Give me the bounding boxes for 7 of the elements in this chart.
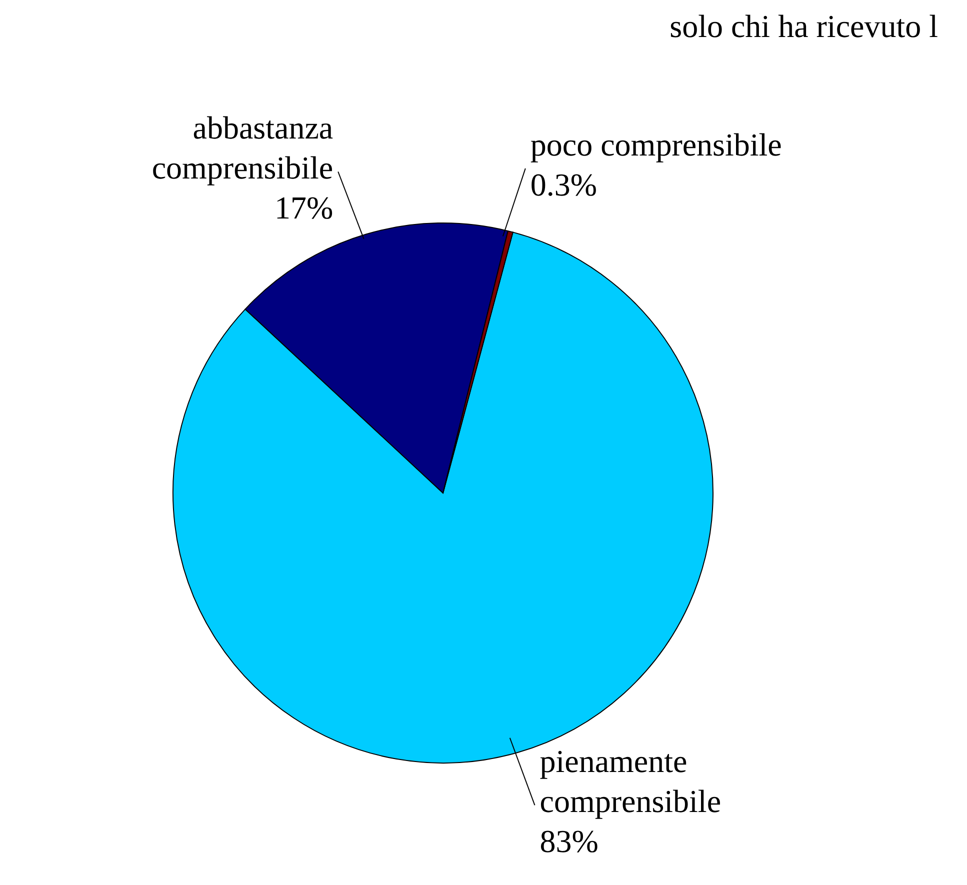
data-label: 83% (540, 823, 598, 860)
data-label: 0.3% (530, 166, 598, 203)
chart-title: solo chi ha ricevuto l (670, 8, 938, 45)
slice-label: abbastanza comprensibile (152, 110, 334, 186)
data-label: 17% (274, 190, 334, 226)
slice-label: pienamente comprensibile (540, 743, 722, 820)
slice-label: poco comprensibile (530, 126, 782, 163)
